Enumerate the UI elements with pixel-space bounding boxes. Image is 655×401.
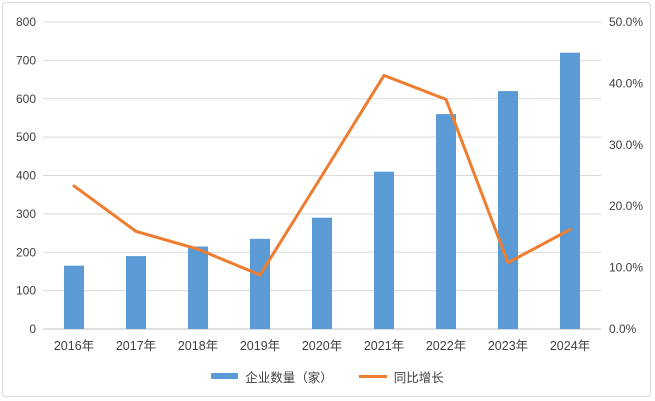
left-axis-tick-label: 300 (16, 207, 36, 221)
left-axis-tick-label: 200 (16, 245, 36, 259)
bar-series-swatch-icon (211, 373, 239, 379)
left-axis-tick-label: 800 (16, 15, 36, 29)
bar (498, 91, 518, 329)
bar (188, 246, 208, 329)
legend-item-bar-series: 企业数量（家） (211, 367, 333, 386)
bar (126, 256, 146, 329)
x-axis-category-label: 2022年 (426, 339, 466, 353)
x-axis-category-label: 2018年 (178, 339, 218, 353)
left-axis-tick-label: 600 (16, 92, 36, 106)
x-axis-category-label: 2020年 (302, 339, 342, 353)
x-axis-category-label: 2017年 (116, 339, 156, 353)
left-axis-tick-label: 500 (16, 130, 36, 144)
x-axis-category-label: 2016年 (54, 339, 94, 353)
x-axis-category-label: 2021年 (364, 339, 404, 353)
growth-line (72, 73, 572, 277)
right-axis-tick-label: 50.0% (609, 15, 643, 29)
line-series-swatch-icon (358, 374, 387, 378)
bar (64, 265, 84, 329)
x-axis-category-label: 2024年 (550, 339, 590, 353)
right-axis-tick-label: 0.0% (609, 322, 637, 336)
left-axis-tick-label: 700 (16, 53, 36, 67)
bar (250, 238, 270, 329)
chart-container (2, 2, 651, 397)
left-axis-tick-label: 0 (29, 322, 36, 336)
x-axis-category-label: 2023年 (488, 339, 528, 353)
legend-item-line-series: 同比增长 (358, 367, 444, 386)
left-axis-tick-label: 100 (16, 284, 36, 298)
chart-legend: 企业数量（家） 同比增长 (0, 366, 655, 386)
right-axis-tick-label: 10.0% (609, 261, 643, 275)
bar (560, 52, 580, 329)
right-axis-tick-label: 30.0% (609, 138, 643, 152)
right-axis-tick-label: 20.0% (609, 199, 643, 213)
left-axis-tick-label: 400 (16, 169, 36, 183)
bar (312, 217, 332, 329)
x-axis-category-label: 2019年 (240, 339, 280, 353)
right-axis-tick-label: 40.0% (609, 76, 643, 90)
legend-bar-label: 企业数量（家） (245, 370, 333, 385)
bar (436, 114, 456, 329)
bar (374, 171, 394, 329)
legend-line-label: 同比增长 (393, 370, 444, 385)
